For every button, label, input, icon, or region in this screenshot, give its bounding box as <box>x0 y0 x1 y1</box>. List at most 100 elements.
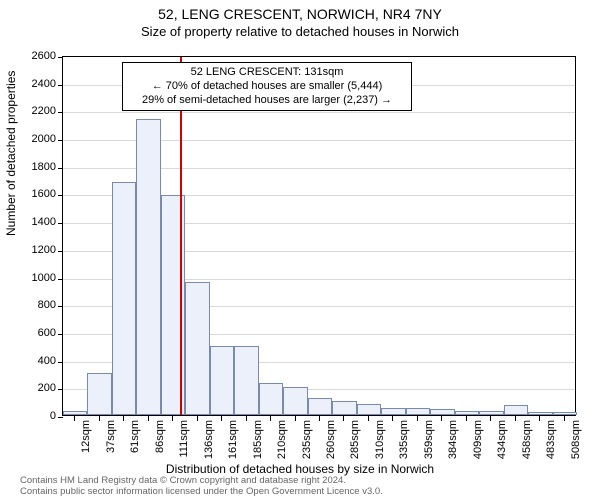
y-tick-label: 2200 <box>12 105 56 117</box>
x-tick-label: 235sqm <box>301 420 313 464</box>
x-tick-label: 37sqm <box>105 420 117 464</box>
x-tick-label: 434sqm <box>496 420 508 464</box>
bar <box>430 409 454 415</box>
x-tick-label: 161sqm <box>227 420 239 464</box>
x-tick-mark <box>221 416 222 421</box>
y-tick-mark <box>58 306 63 307</box>
x-tick-label: 335sqm <box>398 420 410 464</box>
bar <box>406 408 430 415</box>
y-tick-label: 800 <box>12 299 56 311</box>
title-sub: Size of property relative to detached ho… <box>0 24 600 40</box>
x-tick-mark <box>441 416 442 421</box>
bar <box>161 195 185 415</box>
x-tick-label: 508sqm <box>570 420 582 464</box>
bar <box>455 411 479 415</box>
x-tick-label: 483sqm <box>545 420 557 464</box>
x-tick-label: 185sqm <box>252 420 264 464</box>
bar <box>528 412 552 415</box>
bar <box>112 182 136 415</box>
y-tick-label: 0 <box>12 410 56 422</box>
bar <box>381 408 405 415</box>
y-tick-label: 2000 <box>12 133 56 145</box>
x-tick-label: 86sqm <box>154 420 166 464</box>
annotation-box: 52 LENG CRESCENT: 131sqm ← 70% of detach… <box>122 62 412 111</box>
y-tick-mark <box>58 223 63 224</box>
y-tick-mark <box>58 195 63 196</box>
x-axis-label: Distribution of detached houses by size … <box>0 462 600 476</box>
x-tick-label: 210sqm <box>276 420 288 464</box>
y-tick-mark <box>58 168 63 169</box>
y-tick-mark <box>58 279 63 280</box>
x-tick-label: 285sqm <box>349 420 361 464</box>
y-tick-mark <box>58 389 63 390</box>
y-tick-label: 1800 <box>12 161 56 173</box>
y-tick-label: 1400 <box>12 216 56 228</box>
y-tick-mark <box>58 85 63 86</box>
bar <box>234 346 258 415</box>
x-tick-mark <box>197 416 198 421</box>
y-tick-mark <box>58 251 63 252</box>
y-tick-label: 200 <box>12 382 56 394</box>
bar <box>185 282 209 415</box>
x-tick-label: 136sqm <box>203 420 215 464</box>
chart: 52 LENG CRESCENT: 131sqm ← 70% of detach… <box>62 56 576 416</box>
bar <box>553 412 577 415</box>
x-tick-mark <box>123 416 124 421</box>
x-tick-mark <box>466 416 467 421</box>
y-tick-mark <box>58 417 63 418</box>
bar <box>357 404 381 415</box>
y-axis-label: Number of detached properties <box>4 71 18 236</box>
x-tick-mark <box>343 416 344 421</box>
x-tick-mark <box>564 416 565 421</box>
bar <box>136 119 160 415</box>
bar <box>63 411 87 415</box>
x-tick-mark <box>148 416 149 421</box>
x-tick-mark <box>270 416 271 421</box>
y-tick-label: 2600 <box>12 50 56 62</box>
x-tick-mark <box>515 416 516 421</box>
x-tick-mark <box>99 416 100 421</box>
x-tick-label: 61sqm <box>129 420 141 464</box>
x-tick-mark <box>417 416 418 421</box>
gridline <box>63 112 575 113</box>
x-tick-mark <box>319 416 320 421</box>
y-tick-label: 1600 <box>12 188 56 200</box>
bar <box>308 398 332 415</box>
x-tick-mark <box>172 416 173 421</box>
y-tick-label: 1200 <box>12 244 56 256</box>
footer-line-2: Contains public sector information licen… <box>20 487 383 498</box>
x-tick-label: 458sqm <box>521 420 533 464</box>
bar <box>210 346 234 415</box>
y-tick-label: 2400 <box>12 78 56 90</box>
y-tick-mark <box>58 57 63 58</box>
annotation-line-1: 52 LENG CRESCENT: 131sqm <box>129 66 405 80</box>
x-tick-mark <box>74 416 75 421</box>
x-tick-label: 384sqm <box>447 420 459 464</box>
x-tick-mark <box>392 416 393 421</box>
y-tick-mark <box>58 112 63 113</box>
title-main: 52, LENG CRESCENT, NORWICH, NR4 7NY <box>0 6 600 24</box>
bar <box>283 387 307 415</box>
x-tick-mark <box>246 416 247 421</box>
x-tick-mark <box>295 416 296 421</box>
footer: Contains HM Land Registry data © Crown c… <box>20 476 383 498</box>
bar <box>332 401 356 415</box>
annotation-line-3: 29% of semi-detached houses are larger (… <box>129 94 405 108</box>
x-tick-label: 111sqm <box>178 420 190 464</box>
annotation-line-2: ← 70% of detached houses are smaller (5,… <box>129 80 405 94</box>
x-tick-label: 409sqm <box>472 420 484 464</box>
bar <box>479 411 503 415</box>
bar <box>504 405 528 415</box>
y-tick-label: 600 <box>12 327 56 339</box>
x-tick-label: 12sqm <box>80 420 92 464</box>
x-tick-mark <box>539 416 540 421</box>
x-tick-label: 359sqm <box>423 420 435 464</box>
x-tick-mark <box>368 416 369 421</box>
bar <box>87 373 111 415</box>
x-tick-label: 260sqm <box>325 420 337 464</box>
x-tick-mark <box>490 416 491 421</box>
y-tick-label: 1000 <box>12 272 56 284</box>
y-tick-label: 400 <box>12 355 56 367</box>
y-tick-mark <box>58 334 63 335</box>
bar <box>259 383 283 415</box>
